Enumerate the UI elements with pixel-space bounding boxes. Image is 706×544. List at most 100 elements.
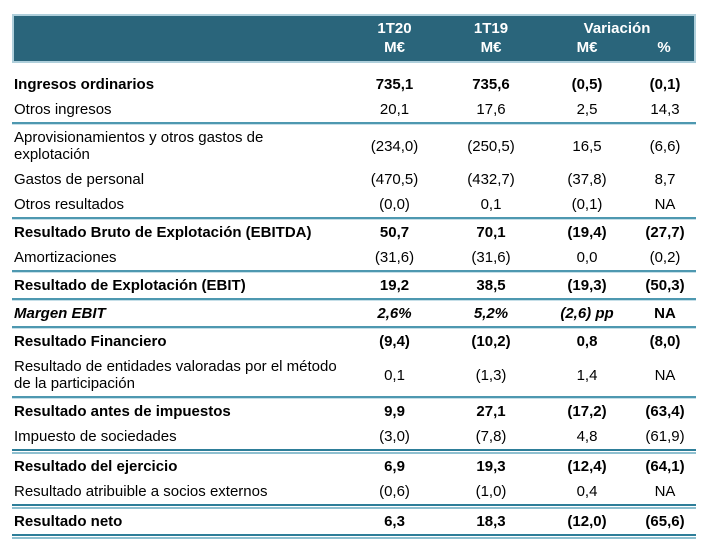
value-variacion-pct: NA — [634, 192, 697, 217]
value-1t20: 50,7 — [347, 220, 442, 245]
header-row-periods: 1T20 1T19 Variación — [12, 14, 697, 38]
row-resultado-ejercicio: Resultado del ejercicio 6,9 19,3 (12,4) … — [12, 454, 697, 479]
value-1t19: 17,6 — [442, 97, 540, 122]
value-variacion-meur: 2,5 — [540, 97, 634, 122]
value-1t19: (1,3) — [442, 354, 540, 396]
row-otros-ingresos: Otros ingresos 20,1 17,6 2,5 14,3 — [12, 97, 697, 122]
unit-variacion-meur: M€ — [540, 38, 634, 63]
value-1t19: (7,8) — [442, 424, 540, 449]
value-variacion-pct: (8,0) — [634, 329, 697, 354]
value-1t20: 6,3 — [347, 509, 442, 534]
value-1t20: 20,1 — [347, 97, 442, 122]
value-1t19: (250,5) — [442, 125, 540, 167]
value-1t19: (1,0) — [442, 479, 540, 504]
row-label: Resultado del ejercicio — [12, 454, 347, 479]
row-gastos-personal: Gastos de personal (470,5) (432,7) (37,8… — [12, 167, 697, 192]
row-socios-externos: Resultado atribuible a socios externos (… — [12, 479, 697, 504]
value-variacion-pct: 14,3 — [634, 97, 697, 122]
unit-1t19: M€ — [442, 38, 540, 63]
value-variacion-pct: (63,4) — [634, 399, 697, 424]
row-label: Resultado antes de impuestos — [12, 399, 347, 424]
row-otros-resultados: Otros resultados (0,0) 0,1 (0,1) NA — [12, 192, 697, 217]
value-variacion-meur: 4,8 — [540, 424, 634, 449]
value-variacion-pct: (0,1) — [634, 72, 697, 97]
divider — [12, 298, 697, 301]
value-variacion-meur: (19,3) — [540, 273, 634, 298]
value-variacion-meur: 0,8 — [540, 329, 634, 354]
value-1t20: 19,2 — [347, 273, 442, 298]
row-margen-ebit: Margen EBIT 2,6% 5,2% (2,6) pp NA — [12, 301, 697, 326]
value-variacion-pct: (6,6) — [634, 125, 697, 167]
row-resultado-financiero: Resultado Financiero (9,4) (10,2) 0,8 (8… — [12, 329, 697, 354]
value-variacion-meur: (2,6) pp — [540, 301, 634, 326]
row-ebit: Resultado de Explotación (EBIT) 19,2 38,… — [12, 273, 697, 298]
income-statement-table: 1T20 1T19 Variación M€ M€ M€ % Ingresos … — [12, 14, 697, 539]
value-1t19: (432,7) — [442, 167, 540, 192]
row-label: Amortizaciones — [12, 245, 347, 270]
value-variacion-pct: (50,3) — [634, 273, 697, 298]
divider — [12, 122, 697, 125]
value-variacion-meur: (37,8) — [540, 167, 634, 192]
row-label: Resultado de entidades valoradas por el … — [12, 354, 347, 396]
value-1t20: 2,6% — [347, 301, 442, 326]
row-label: Resultado de Explotación (EBIT) — [12, 273, 347, 298]
value-1t20: (234,0) — [347, 125, 442, 167]
value-variacion-meur: (0,1) — [540, 192, 634, 217]
header-empty-cell — [12, 38, 347, 63]
value-variacion-pct: (0,2) — [634, 245, 697, 270]
row-label: Aprovisionamientos y otros gastos de exp… — [12, 125, 347, 167]
unit-1t20: M€ — [347, 38, 442, 63]
value-1t19: 19,3 — [442, 454, 540, 479]
value-1t19: 70,1 — [442, 220, 540, 245]
value-1t20: 9,9 — [347, 399, 442, 424]
row-amortizaciones: Amortizaciones (31,6) (31,6) 0,0 (0,2) — [12, 245, 697, 270]
value-variacion-pct: (27,7) — [634, 220, 697, 245]
divider-strong — [12, 504, 697, 509]
value-1t20: 0,1 — [347, 354, 442, 396]
table-header: 1T20 1T19 Variación M€ M€ M€ % — [12, 14, 697, 63]
col-header-1t20: 1T20 — [347, 14, 442, 38]
row-label: Resultado Bruto de Explotación (EBITDA) — [12, 220, 347, 245]
divider — [12, 270, 697, 273]
row-impuesto-sociedades: Impuesto de sociedades (3,0) (7,8) 4,8 (… — [12, 424, 697, 449]
value-variacion-meur: 16,5 — [540, 125, 634, 167]
value-1t20: (0,6) — [347, 479, 442, 504]
value-variacion-meur: 1,4 — [540, 354, 634, 396]
value-1t19: (10,2) — [442, 329, 540, 354]
row-label: Otros resultados — [12, 192, 347, 217]
value-1t20: 6,9 — [347, 454, 442, 479]
value-1t20: 735,1 — [347, 72, 442, 97]
row-label: Otros ingresos — [12, 97, 347, 122]
value-1t19: 27,1 — [442, 399, 540, 424]
value-variacion-pct: NA — [634, 479, 697, 504]
row-resultado-antes-impuestos: Resultado antes de impuestos 9,9 27,1 (1… — [12, 399, 697, 424]
row-resultado-neto: Resultado neto 6,3 18,3 (12,0) (65,6) — [12, 509, 697, 534]
value-variacion-meur: (12,0) — [540, 509, 634, 534]
value-1t20: (31,6) — [347, 245, 442, 270]
value-1t19: (31,6) — [442, 245, 540, 270]
value-1t19: 0,1 — [442, 192, 540, 217]
row-label: Resultado Financiero — [12, 329, 347, 354]
value-variacion-pct: (61,9) — [634, 424, 697, 449]
divider — [12, 217, 697, 220]
value-1t19: 38,5 — [442, 273, 540, 298]
value-variacion-meur: 0,4 — [540, 479, 634, 504]
row-label: Resultado neto — [12, 509, 347, 534]
value-1t20: (470,5) — [347, 167, 442, 192]
col-header-variacion: Variación — [540, 14, 697, 38]
row-entidades-participacion: Resultado de entidades valoradas por el … — [12, 354, 697, 396]
header-row-units: M€ M€ M€ % — [12, 38, 697, 63]
col-header-1t19: 1T19 — [442, 14, 540, 38]
row-aprovisionamientos: Aprovisionamientos y otros gastos de exp… — [12, 125, 697, 167]
value-variacion-meur: (19,4) — [540, 220, 634, 245]
value-1t19: 735,6 — [442, 72, 540, 97]
value-variacion-pct: (64,1) — [634, 454, 697, 479]
value-variacion-pct: (65,6) — [634, 509, 697, 534]
value-variacion-meur: (12,4) — [540, 454, 634, 479]
value-1t20: (0,0) — [347, 192, 442, 217]
value-variacion-meur: (0,5) — [540, 72, 634, 97]
divider — [12, 326, 697, 329]
value-variacion-meur: 0,0 — [540, 245, 634, 270]
row-ebitda: Resultado Bruto de Explotación (EBITDA) … — [12, 220, 697, 245]
